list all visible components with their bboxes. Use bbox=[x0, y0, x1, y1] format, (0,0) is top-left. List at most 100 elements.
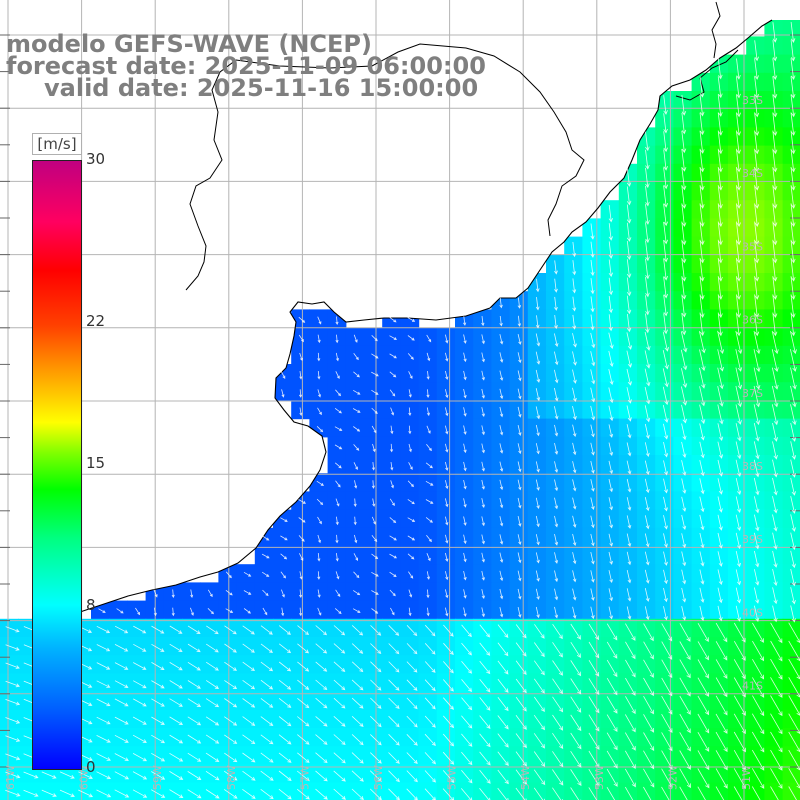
wind-vector bbox=[499, 315, 503, 327]
wind-vector bbox=[753, 423, 760, 442]
wind-vector bbox=[626, 606, 632, 620]
wind-vector bbox=[190, 607, 194, 616]
wind-vector bbox=[497, 769, 509, 785]
wind-vector bbox=[442, 697, 454, 710]
wind-vector bbox=[461, 660, 473, 674]
wind-vector bbox=[608, 259, 613, 278]
wind-vector bbox=[590, 369, 596, 385]
wind-vector bbox=[515, 660, 527, 675]
wind-vector bbox=[261, 535, 270, 541]
wind-vector bbox=[151, 734, 166, 744]
wind-vector bbox=[788, 768, 800, 789]
wind-vector bbox=[570, 732, 582, 750]
wind-vector bbox=[717, 423, 724, 441]
wind-vector bbox=[754, 532, 760, 550]
wind-vector bbox=[59, 789, 75, 798]
wind-vector bbox=[754, 276, 760, 300]
wind-vector bbox=[788, 622, 800, 643]
wind-vector bbox=[663, 551, 668, 566]
wind-vector bbox=[388, 679, 400, 691]
wind-vector bbox=[517, 534, 522, 546]
wind-vector bbox=[335, 553, 339, 562]
wind-vector bbox=[297, 679, 310, 690]
wind-vector bbox=[426, 535, 432, 543]
wind-vector bbox=[280, 371, 286, 379]
wind-vector bbox=[389, 335, 398, 340]
wind-vector bbox=[606, 750, 618, 769]
wind-vector bbox=[96, 735, 111, 743]
wind-vector bbox=[187, 625, 201, 634]
wind-vector bbox=[445, 443, 449, 453]
colorbar-tick-label: 8 bbox=[86, 595, 96, 614]
wind-vector bbox=[572, 497, 577, 510]
wind-vector bbox=[281, 607, 285, 617]
wind-vector bbox=[552, 732, 564, 749]
wind-vector bbox=[733, 786, 743, 800]
wind-vector bbox=[717, 76, 723, 99]
wind-vector bbox=[351, 679, 364, 691]
wind-vector bbox=[754, 239, 760, 264]
wind-vector bbox=[554, 570, 559, 583]
wind-vector bbox=[554, 387, 559, 402]
wind-vector bbox=[624, 786, 634, 800]
wind-vector bbox=[699, 533, 705, 549]
wind-vector bbox=[588, 623, 600, 641]
wind-vector bbox=[645, 149, 650, 170]
wind-vector bbox=[515, 751, 527, 767]
wind-vector bbox=[278, 788, 292, 800]
wind-vector bbox=[572, 387, 577, 403]
wind-vector bbox=[533, 733, 545, 749]
wind-vector bbox=[499, 297, 503, 309]
wind-vector bbox=[790, 76, 796, 99]
wind-vector bbox=[717, 58, 723, 80]
wind-vector bbox=[625, 641, 636, 660]
wind-vector bbox=[736, 239, 741, 264]
wind-vector bbox=[697, 677, 710, 697]
wind-vector bbox=[625, 677, 636, 696]
wind-vector bbox=[661, 714, 673, 734]
wind-vector bbox=[754, 203, 760, 228]
wind-vector bbox=[260, 752, 274, 763]
wind-vector bbox=[772, 496, 778, 514]
wind-vector bbox=[517, 479, 522, 491]
wind-vector bbox=[772, 459, 778, 478]
wind-vector bbox=[224, 643, 237, 653]
wind-vector bbox=[717, 569, 723, 586]
wind-vector bbox=[442, 661, 454, 674]
wind-vector bbox=[699, 331, 706, 354]
wind-vector bbox=[151, 643, 165, 652]
wind-vector bbox=[445, 480, 449, 490]
wind-vector bbox=[497, 678, 509, 693]
wind-vector bbox=[333, 788, 346, 800]
lat-label: 33S bbox=[742, 94, 763, 107]
wind-vector bbox=[699, 386, 706, 407]
wind-vector bbox=[389, 517, 397, 524]
wind-vector bbox=[717, 276, 723, 300]
wind-vector bbox=[517, 352, 522, 364]
wind-vector bbox=[479, 642, 491, 656]
wind-vector bbox=[351, 734, 364, 746]
wind-vector bbox=[590, 442, 595, 456]
wind-vector bbox=[699, 478, 705, 495]
wind-vector bbox=[442, 770, 455, 784]
wind-vector bbox=[261, 553, 270, 559]
wind-vector bbox=[461, 751, 473, 766]
wind-vector bbox=[771, 349, 779, 373]
wind-vector bbox=[370, 679, 382, 691]
wind-vector bbox=[570, 623, 581, 640]
wind-vector bbox=[334, 444, 343, 450]
wind-vector bbox=[225, 571, 232, 579]
wind-vector bbox=[717, 94, 723, 117]
wind-vector bbox=[626, 424, 632, 439]
wind-vector bbox=[426, 371, 430, 380]
wind-vector bbox=[96, 680, 111, 688]
wind-vector bbox=[681, 148, 687, 172]
wind-vector bbox=[606, 677, 618, 696]
wind-vector bbox=[735, 587, 741, 604]
wind-vector bbox=[570, 787, 582, 800]
wind-vector bbox=[389, 553, 398, 559]
wind-vector bbox=[717, 221, 723, 246]
wind-vector bbox=[626, 277, 632, 297]
wind-vector bbox=[788, 677, 800, 698]
wind-vector bbox=[408, 443, 412, 453]
